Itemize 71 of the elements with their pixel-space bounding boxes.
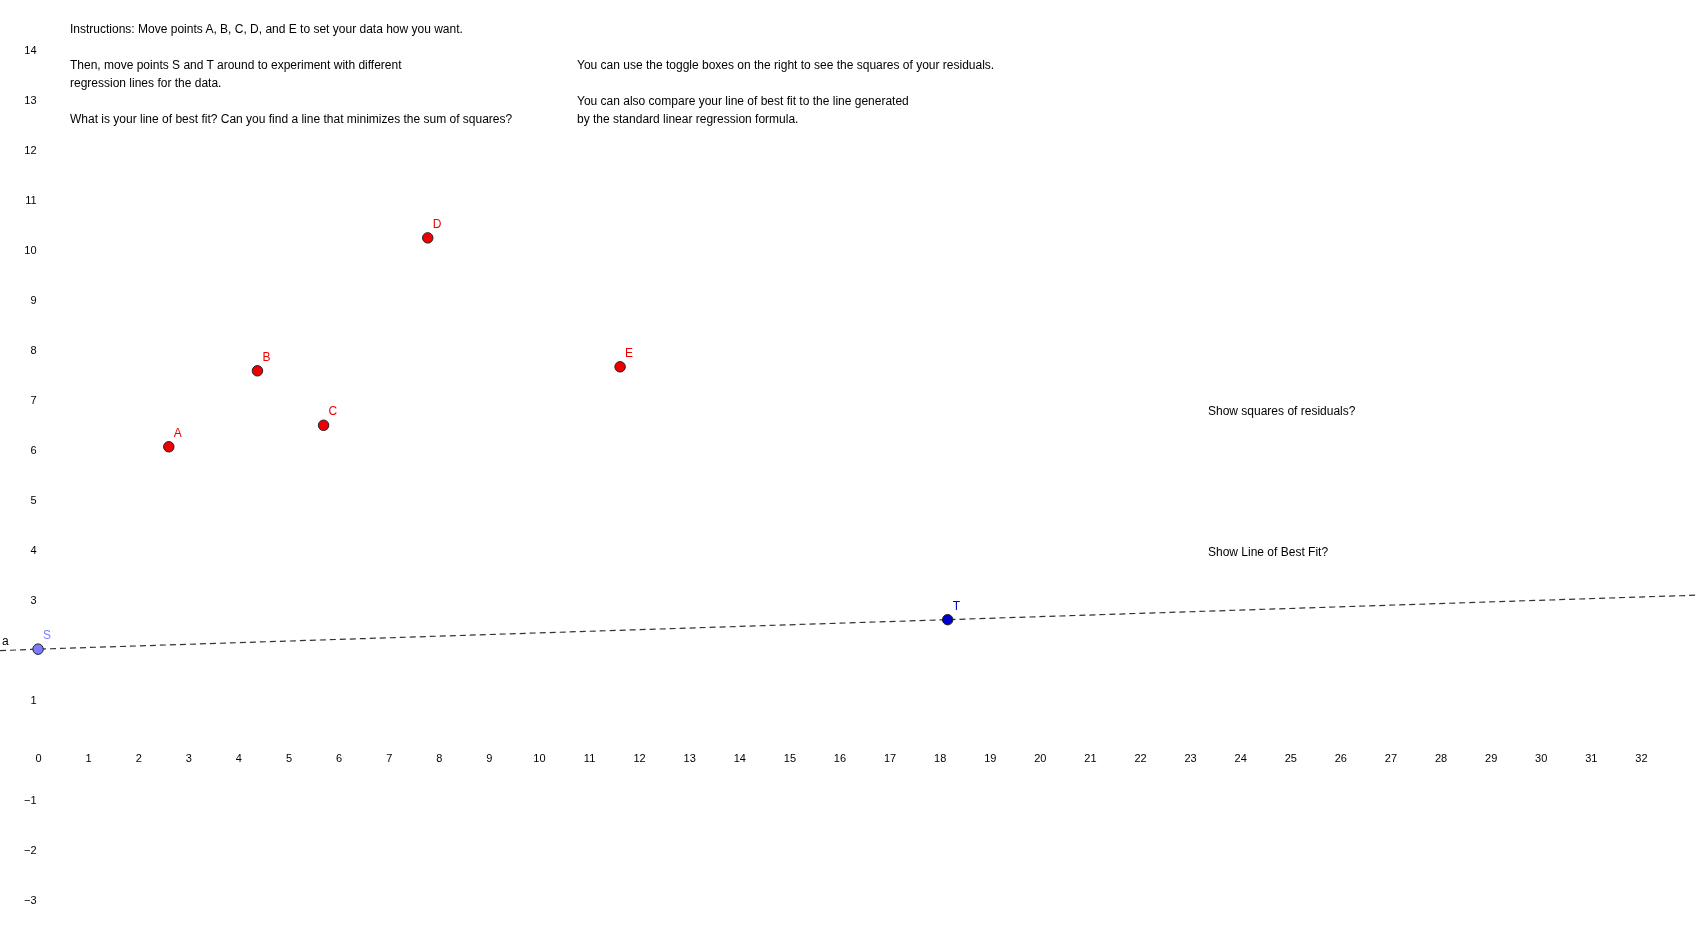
y-tick-label: 13 — [24, 94, 37, 107]
annotation: Show squares of residuals? — [1208, 404, 1356, 418]
x-tick-label: 9 — [486, 752, 493, 765]
x-tick-label: 4 — [235, 752, 242, 765]
x-tick-label: 28 — [1434, 752, 1448, 765]
x-tick-label: 10 — [533, 752, 546, 765]
x-tick-label: 29 — [1485, 752, 1498, 765]
y-tick-label: −3 — [24, 894, 37, 907]
point — [251, 365, 264, 377]
x-tick-label: 27 — [1384, 752, 1398, 765]
x-tick-label: 7 — [386, 752, 393, 765]
annotation: B — [262, 349, 271, 364]
y-tick-label: 8 — [30, 344, 37, 357]
y-tick-label: 4 — [30, 544, 37, 557]
x-tick-label: 5 — [285, 752, 293, 765]
x-tick-label: 11 — [583, 752, 596, 765]
x-tick-label: 32 — [1635, 752, 1648, 765]
x-tick-label: 21 — [1084, 752, 1097, 765]
point — [32, 643, 44, 655]
x-tick-label: 23 — [1184, 752, 1197, 765]
y-tick-label: 7 — [30, 394, 37, 407]
x-tick-label: 0 — [35, 752, 42, 765]
annotation: Show Line of Best Fit? — [1208, 545, 1329, 559]
point — [941, 613, 954, 626]
x-tick-label: 19 — [984, 752, 997, 765]
point — [163, 441, 175, 453]
x-tick-label: 1 — [85, 752, 92, 765]
annotation: E — [625, 345, 634, 360]
annotation: D — [432, 216, 442, 231]
y-tick-label: 9 — [30, 294, 37, 307]
x-tick-label: 31 — [1585, 752, 1598, 765]
x-tick-label: 16 — [833, 752, 847, 765]
y-tick-label: 5 — [30, 494, 37, 507]
x-tick-label: 18 — [934, 752, 947, 765]
y-tick-label: −2 — [24, 844, 37, 857]
annotation: You can use the toggle boxes on the right to see the squares of your residuals. — [577, 58, 995, 72]
y-tick-label: 3 — [30, 594, 37, 607]
x-tick-label: 17 — [883, 752, 897, 765]
x-tick-label: 20 — [1034, 752, 1047, 765]
y-tick-label: −1 — [24, 794, 37, 807]
point — [614, 361, 626, 373]
x-tick-label: 22 — [1134, 752, 1147, 765]
x-tick-label: 14 — [733, 752, 746, 765]
y-tick-label: 12 — [24, 144, 37, 157]
annotation: Instructions: Move points A, B, C, D, and E to set your data how you want. — [70, 22, 463, 36]
y-tick-label: 1 — [30, 694, 37, 707]
point — [422, 232, 434, 244]
y-tick-label: 11 — [25, 194, 37, 207]
y-tick-label: 10 — [24, 244, 37, 257]
annotation: You can also compare your line of best fit to the line generated by the standard linear regression formula. — [577, 94, 909, 126]
point — [317, 419, 330, 431]
y-tick-label: 6 — [30, 444, 37, 457]
x-tick-label: 8 — [436, 752, 443, 765]
annotation: What is your line of best fit? Can you find a line that minimizes the sum of squares? — [70, 112, 513, 126]
x-tick-label: 30 — [1535, 752, 1548, 765]
annotation: T — [952, 598, 961, 613]
x-tick-label: 26 — [1334, 752, 1347, 765]
y-tick-label: 14 — [24, 44, 37, 57]
annotation: A — [173, 425, 182, 440]
x-tick-label: 12 — [633, 752, 646, 765]
annotation: S — [43, 628, 52, 643]
x-tick-label: 24 — [1234, 752, 1247, 765]
x-tick-label: 3 — [185, 752, 192, 765]
x-tick-label: 15 — [783, 752, 797, 765]
x-tick-label: 2 — [135, 752, 142, 765]
series-label: a — [2, 633, 9, 648]
x-tick-label: 13 — [683, 752, 696, 765]
x-tick-label: 25 — [1284, 752, 1297, 765]
x-tick-label: 6 — [336, 752, 343, 765]
annotation: C — [328, 404, 338, 419]
annotation: Then, move points S and T around to experiment with different regression lines for the data. — [70, 58, 403, 90]
